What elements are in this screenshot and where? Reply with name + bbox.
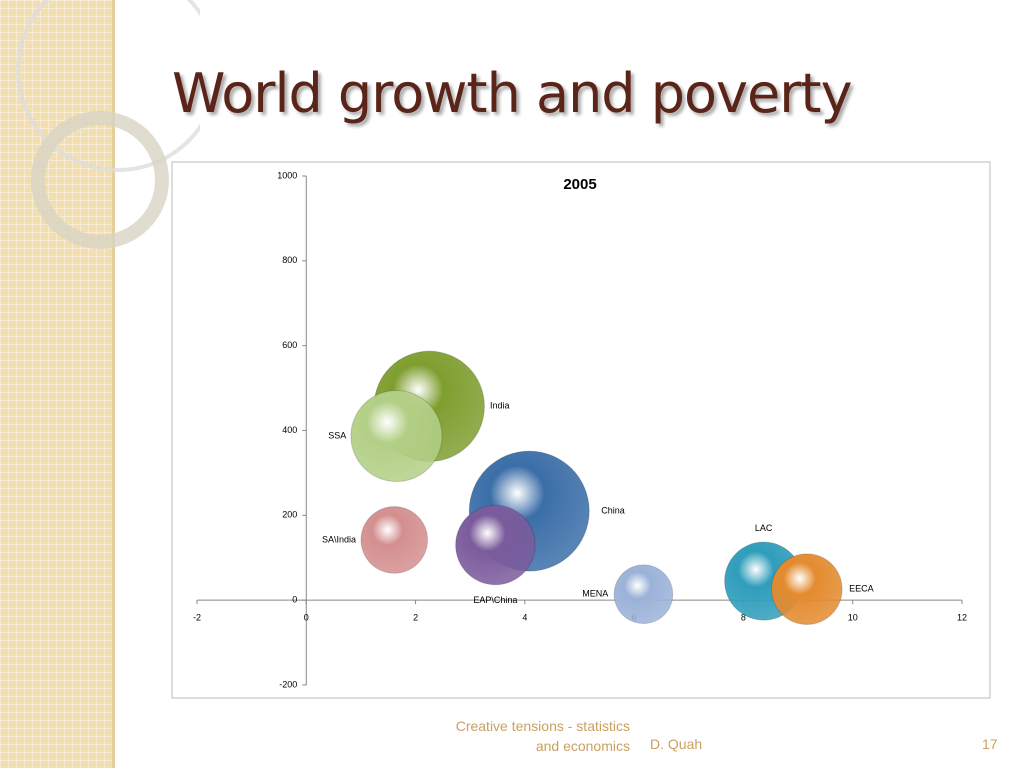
decor-circles — [16, 0, 200, 249]
y-tick-label: 0 — [292, 595, 297, 605]
x-tick-label: 2 — [413, 613, 418, 623]
data-label: SSA — [328, 430, 346, 440]
bubble — [613, 564, 674, 625]
y-tick-label: 400 — [282, 425, 297, 435]
y-tick-label: 800 — [282, 255, 297, 265]
data-label: India — [490, 401, 510, 411]
bubble — [455, 504, 536, 586]
x-tick-label: 10 — [848, 613, 858, 623]
x-tick-label: 8 — [741, 613, 746, 623]
data-label: LAC — [755, 523, 773, 533]
slide-title: World growth and poverty — [172, 62, 853, 125]
y-tick-label: 600 — [282, 340, 297, 350]
footer-source: Creative tensions - statistics and econo… — [456, 716, 630, 756]
x-tick-label: 12 — [957, 613, 967, 623]
bubble — [360, 506, 429, 574]
footer-page: 17 — [982, 736, 998, 752]
x-tick-label: 4 — [522, 613, 527, 623]
x-tick-label: -2 — [193, 613, 201, 623]
data-label: EAP\China — [473, 595, 517, 605]
data-label: SA\India — [322, 534, 356, 544]
chart-frame — [171, 161, 991, 699]
bubble — [350, 389, 443, 483]
footer-line: and economics — [535, 738, 630, 754]
data-label: EECA — [849, 584, 874, 594]
y-tick-label: 200 — [282, 510, 297, 520]
x-tick-label: 0 — [304, 613, 309, 623]
data-label: MENA — [582, 589, 608, 599]
y-tick-label: 1000 — [277, 170, 297, 180]
data-label: China — [601, 505, 625, 515]
footer-author: D. Quah — [650, 736, 703, 752]
chart-title: 2005 — [563, 176, 596, 193]
footer-line: Creative tensions - statistics — [455, 718, 630, 734]
y-tick-label: -200 — [279, 679, 297, 689]
bubble — [771, 553, 843, 625]
